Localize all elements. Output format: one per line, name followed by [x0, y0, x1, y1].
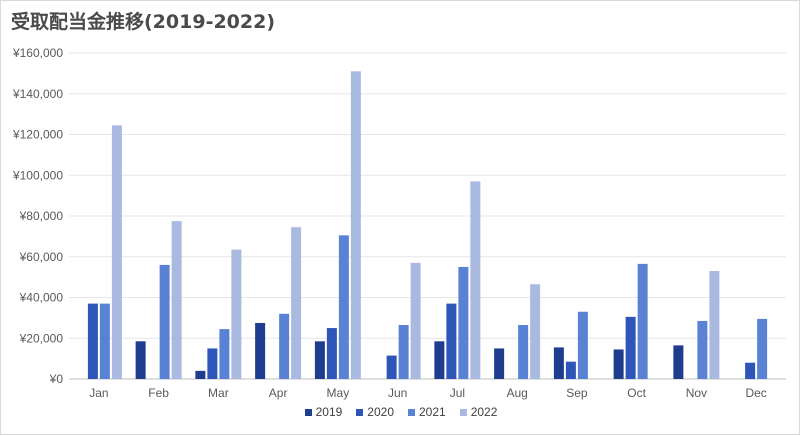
bar-2019-Aug [494, 348, 505, 379]
legend-label: 2022 [470, 405, 498, 419]
x-tick-label: Apr [269, 386, 288, 400]
y-tick-label: ¥160,000 [12, 46, 63, 60]
legend: 2019 2020 2021 2022 [1, 405, 800, 419]
bar-2019-Apr [255, 322, 266, 379]
x-tick-label: Mar [208, 386, 229, 400]
bar-2022-Feb [171, 221, 182, 379]
y-tick-label: ¥0 [49, 372, 64, 386]
bar-2021-Jun [398, 325, 409, 379]
bar-2020-Jul [446, 303, 457, 379]
x-tick-label: Jul [450, 386, 465, 400]
bar-2020-Oct [625, 316, 636, 379]
bar-2021-Feb [159, 264, 170, 379]
y-tick-label: ¥140,000 [12, 87, 63, 101]
bar-2020-Dec [745, 362, 756, 379]
bar-2020-May [326, 328, 337, 379]
legend-item-2022: 2022 [459, 405, 498, 419]
legend-swatch [408, 408, 415, 416]
legend-swatch [356, 408, 364, 416]
legend-swatch [304, 408, 312, 416]
bar-2021-Mar [219, 329, 230, 379]
bar-2021-May [338, 235, 349, 379]
bar-2019-Jul [434, 341, 445, 379]
bar-2021-Aug [518, 325, 529, 379]
x-tick-label: May [327, 386, 350, 400]
legend-label: 2020 [367, 405, 394, 419]
x-tick-label: Nov [686, 386, 707, 400]
y-tick-label: ¥100,000 [12, 168, 63, 182]
bar-2020-Jun [386, 355, 397, 379]
legend-item-2019: 2019 [304, 405, 343, 419]
bar-2020-Jan [87, 303, 98, 379]
legend-item-2020: 2020 [356, 405, 394, 419]
bar-2019-Sep [553, 347, 564, 379]
bar-2021-Oct [637, 263, 648, 379]
bar-2021-Jan [99, 303, 110, 379]
bar-2020-Mar [207, 348, 218, 379]
bar-2021-Sep [577, 311, 588, 379]
x-tick-label: Aug [506, 386, 527, 400]
bar-2022-Jul [470, 181, 481, 379]
bar-2021-Jul [458, 266, 469, 379]
legend-item-2021: 2021 [408, 405, 446, 419]
y-tick-label: ¥60,000 [19, 250, 64, 264]
y-tick-label: ¥20,000 [19, 331, 64, 345]
x-tick-label: Dec [745, 386, 766, 400]
legend-swatch [459, 408, 467, 416]
x-tick-label: Jun [388, 386, 407, 400]
bar-2020-Sep [565, 361, 576, 379]
x-tick-label: Jan [89, 386, 108, 400]
legend-label: 2021 [419, 405, 446, 419]
x-tick-label: Sep [566, 386, 588, 400]
bar-2022-Nov [709, 271, 720, 379]
bar-2021-Dec [757, 318, 768, 379]
bar-2022-Mar [231, 249, 242, 379]
x-tick-label: Feb [148, 386, 169, 400]
bar-2019-Mar [195, 370, 206, 379]
bar-2022-Jun [410, 262, 421, 379]
bar-2022-Aug [530, 284, 541, 379]
bar-2021-Nov [697, 320, 708, 379]
bar-2019-May [314, 341, 325, 379]
legend-label: 2019 [315, 405, 343, 419]
chart-title: 受取配当金推移(2019-2022) [11, 11, 276, 33]
y-tick-label: ¥120,000 [12, 128, 63, 142]
bar-2022-Apr [291, 227, 302, 379]
bar-2019-Nov [673, 345, 684, 379]
bar-2022-May [350, 71, 361, 380]
bar-2022-Jan [111, 125, 122, 379]
y-tick-label: ¥40,000 [19, 291, 64, 305]
x-tick-label: Oct [627, 386, 646, 400]
bar-2019-Feb [135, 341, 146, 379]
bar-2019-Oct [613, 349, 624, 379]
y-tick-label: ¥80,000 [19, 209, 64, 223]
bar-2021-Apr [279, 313, 290, 379]
